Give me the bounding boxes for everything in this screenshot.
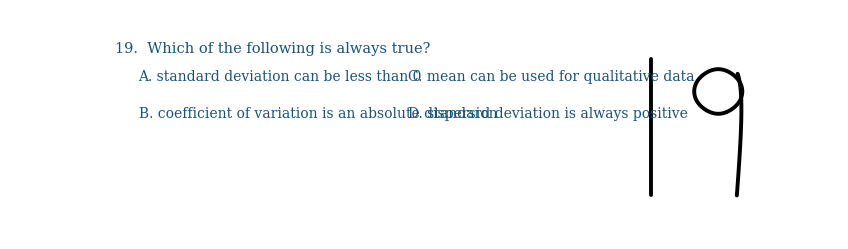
Text: C. mean can be used for qualitative data: C. mean can be used for qualitative data — [408, 70, 695, 84]
Text: B. coefficient of variation is an absolute dispersion: B. coefficient of variation is an absolu… — [138, 107, 497, 121]
Text: D. standard deviation is always positive: D. standard deviation is always positive — [408, 107, 688, 121]
Text: 19.  Which of the following is always true?: 19. Which of the following is always tru… — [115, 42, 431, 56]
Text: A. standard deviation can be less than 0: A. standard deviation can be less than 0 — [138, 70, 422, 84]
